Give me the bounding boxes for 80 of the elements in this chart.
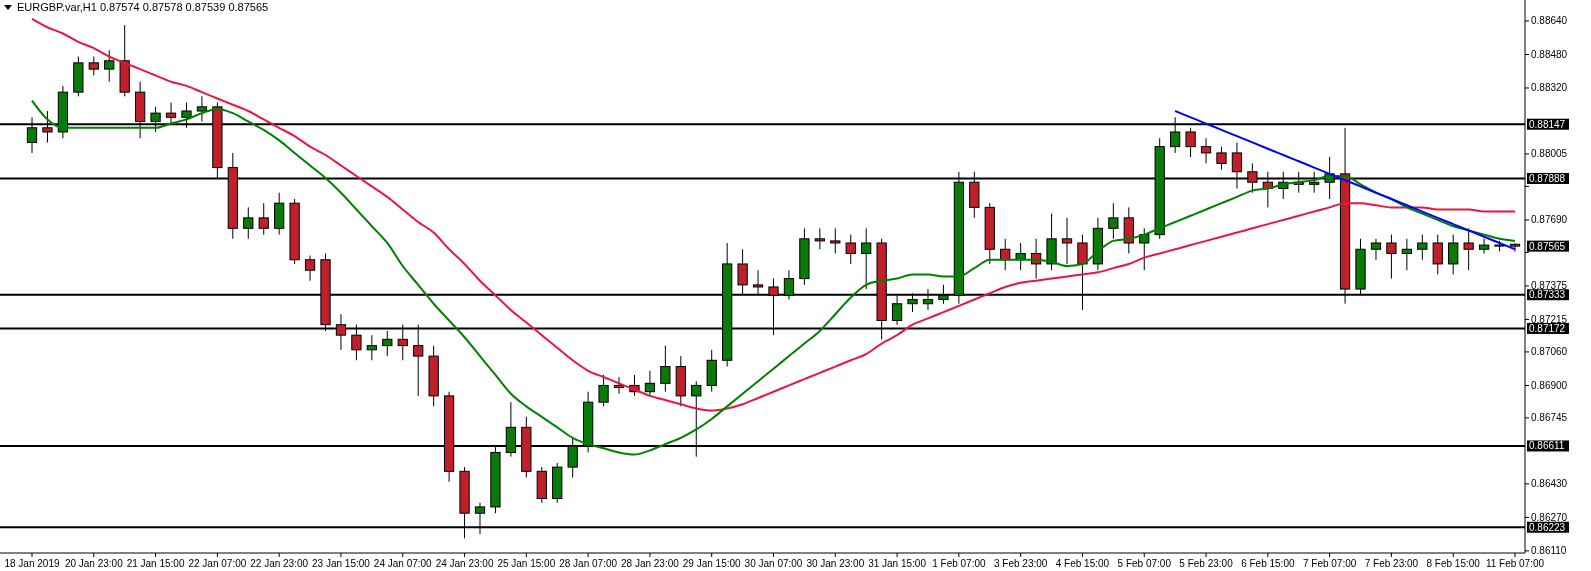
x-tick-label: 24 Jan 23:00 bbox=[435, 558, 494, 569]
x-tick-label: 21 Jan 15:00 bbox=[126, 558, 185, 569]
x-tick-label: 31 Jan 15:00 bbox=[868, 558, 927, 569]
y-tick-label: 0.88005 bbox=[1531, 148, 1568, 160]
candlestick bbox=[1509, 242, 1521, 253]
x-tick-label: 20 Jan 23:00 bbox=[64, 558, 124, 569]
candlestick bbox=[830, 227, 841, 254]
y-tick-label: 0.86430 bbox=[1531, 478, 1568, 490]
ref-line-label: 0.88147 bbox=[1529, 118, 1566, 130]
y-tick-label: 0.88320 bbox=[1531, 82, 1568, 94]
x-tick-label: 25 Jan 15:00 bbox=[497, 558, 556, 569]
x-tick-label: 4 Feb 15:00 bbox=[1055, 558, 1110, 569]
x-tick-label: 22 Jan 23:00 bbox=[250, 558, 309, 569]
candlestick bbox=[1061, 217, 1073, 265]
candlestick bbox=[1200, 137, 1212, 164]
candlestick bbox=[1370, 238, 1382, 261]
candlestick bbox=[1432, 234, 1443, 275]
y-tick-label: 0.88640 bbox=[1531, 15, 1568, 27]
x-tick-label: 5 Feb 07:00 bbox=[1117, 558, 1172, 569]
candlestick bbox=[88, 56, 99, 76]
ref-line-label: 0.87888 bbox=[1529, 172, 1566, 184]
candlestick bbox=[1185, 127, 1196, 158]
candlestick bbox=[1463, 227, 1474, 271]
candlestick bbox=[165, 102, 177, 125]
candlestick bbox=[1401, 238, 1412, 271]
x-tick-label: 5 Feb 23:00 bbox=[1179, 558, 1234, 569]
x-tick-label: 30 Jan 23:00 bbox=[806, 558, 865, 569]
candlestick bbox=[1417, 234, 1428, 261]
candlestick bbox=[814, 227, 825, 250]
x-tick-label: 8 Feb 15:00 bbox=[1426, 558, 1481, 569]
candlestick bbox=[1108, 202, 1119, 240]
y-tick-label: 0.87690 bbox=[1531, 214, 1568, 226]
ref-line-label: 0.86223 bbox=[1529, 521, 1566, 533]
x-tick-label: 28 Jan 07:00 bbox=[559, 558, 618, 569]
x-tick-label: 30 Jan 07:00 bbox=[744, 558, 803, 569]
candlestick bbox=[304, 255, 316, 282]
candlestick bbox=[1448, 234, 1459, 275]
x-tick-label: 23 Jan 15:00 bbox=[312, 558, 371, 569]
candlestick bbox=[1139, 227, 1150, 271]
y-tick-label: 0.86110 bbox=[1531, 545, 1567, 557]
chart-title: EURGBP.var,H1 0.87574 0.87578 0.87539 0.87565 bbox=[17, 1, 269, 13]
candlestick bbox=[1216, 146, 1227, 171]
candlestick bbox=[1478, 238, 1490, 254]
y-tick-label: 0.86270 bbox=[1531, 511, 1568, 523]
x-tick-label: 11 Feb 07:00 bbox=[1485, 558, 1545, 569]
candlestick bbox=[598, 374, 609, 407]
candlestick bbox=[382, 330, 393, 357]
candlestick bbox=[613, 376, 625, 395]
x-tick-label: 29 Jan 15:00 bbox=[682, 558, 742, 569]
candlestick bbox=[1386, 234, 1397, 280]
x-tick-label: 24 Jan 07:00 bbox=[373, 558, 433, 569]
candlestick bbox=[644, 370, 656, 397]
x-tick-label: 18 Jan 2019 bbox=[4, 558, 60, 569]
x-tick-label: 7 Feb 07:00 bbox=[1302, 558, 1357, 569]
candlestick bbox=[660, 345, 671, 393]
ref-line-label: 0.87172 bbox=[1529, 322, 1566, 334]
y-tick-label: 0.86745 bbox=[1531, 412, 1568, 424]
x-tick-label: 3 Feb 23:00 bbox=[993, 558, 1048, 569]
y-tick-label: 0.87060 bbox=[1531, 346, 1568, 358]
candlestick bbox=[366, 334, 377, 361]
x-tick-label: 6 Feb 15:00 bbox=[1241, 558, 1295, 569]
x-tick-label: 7 Feb 23:00 bbox=[1364, 558, 1419, 569]
ref-line-label: 0.87333 bbox=[1529, 289, 1566, 301]
x-tick-label: 28 Jan 23:00 bbox=[621, 558, 680, 569]
x-tick-label: 22 Jan 07:00 bbox=[188, 558, 247, 569]
ref-line-label: 0.86611 bbox=[1529, 440, 1565, 452]
y-tick-label: 0.86900 bbox=[1531, 379, 1568, 391]
candlestick bbox=[104, 49, 115, 83]
candlestick bbox=[258, 202, 269, 236]
candlestick bbox=[861, 227, 872, 290]
y-tick-label: 0.87215 bbox=[1531, 313, 1568, 325]
candlestick bbox=[243, 206, 254, 240]
y-tick-label: 0.88480 bbox=[1531, 48, 1568, 60]
line-series bbox=[31, 17, 1516, 412]
candlestick bbox=[845, 234, 856, 265]
line-series bbox=[1174, 110, 1516, 251]
candlestick bbox=[1000, 238, 1011, 271]
y-tick-label: 0.87375 bbox=[1531, 280, 1568, 292]
x-tick-label: 1 Feb 07:00 bbox=[932, 558, 986, 569]
text: 0.87565 bbox=[1529, 240, 1566, 252]
